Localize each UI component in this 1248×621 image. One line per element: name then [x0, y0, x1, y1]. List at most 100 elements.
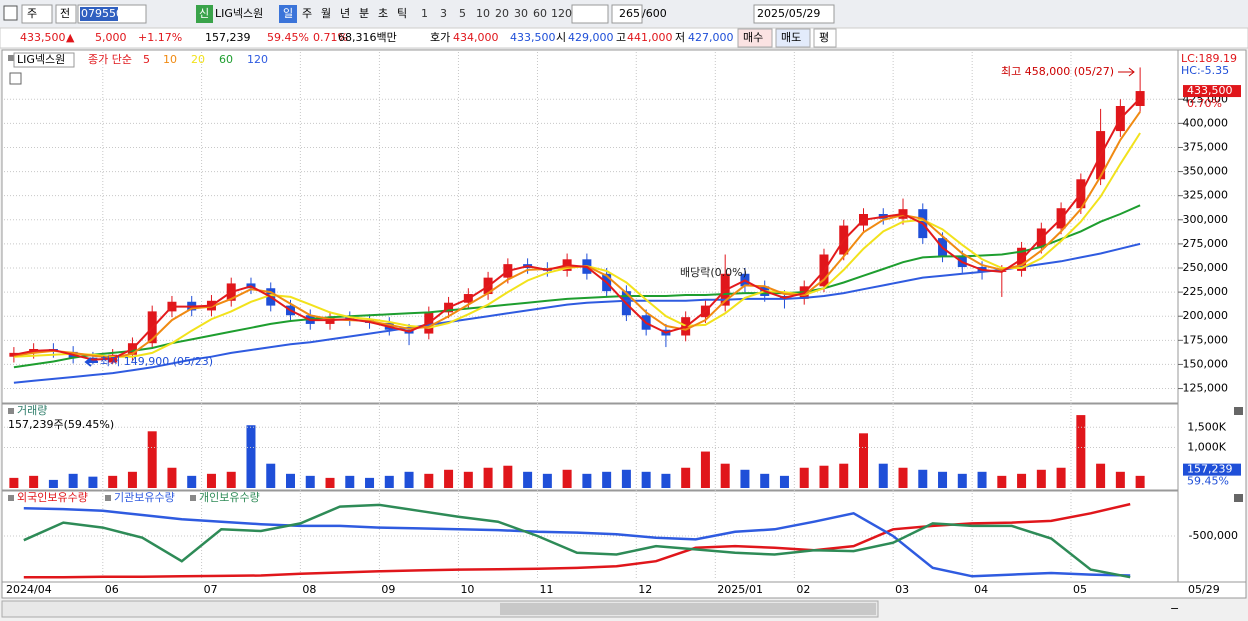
y-tick-label: 400,000 [1183, 116, 1229, 129]
quote-price: 433,500 [20, 31, 66, 44]
volume-bar [898, 467, 908, 488]
scroll-thumb[interactable] [500, 603, 876, 615]
volume-bar [661, 473, 671, 488]
volume-bar [819, 465, 829, 488]
legend-entry: 개인보유수량 [199, 491, 260, 504]
quote-turnover: 0.71% [313, 31, 348, 44]
high-arrow [1118, 67, 1135, 77]
volume-bar [127, 471, 137, 488]
period-button: 틱 [397, 7, 407, 20]
legend-entry: 60 [219, 53, 233, 66]
legend-label: 종가 단순 [88, 53, 132, 66]
interval-button: 5 [459, 7, 466, 20]
volume-bar [957, 473, 967, 488]
view-select[interactable] [55, 4, 77, 24]
x-axis [1, 581, 1247, 599]
x-tick-label: 08 [302, 583, 316, 596]
quote-volume: 157,239 [205, 31, 251, 44]
volume-subtitle: 157,239주(59.45%) [8, 418, 114, 431]
max-count: /600 [642, 7, 667, 20]
legend-square [190, 495, 196, 501]
lc-label: LC:189.19 [1181, 52, 1237, 65]
volume-bar [345, 475, 355, 488]
legend-entry: 20 [191, 53, 205, 66]
volume-bar [641, 471, 651, 488]
hc-label: HC:-5.35 [1181, 64, 1229, 77]
x-tick-label: 11 [539, 583, 553, 596]
volume-bar [483, 467, 493, 488]
legend-title-box [13, 52, 75, 68]
count-input[interactable] [611, 4, 643, 24]
quote-amount: 68,316백만 [338, 31, 397, 44]
x-tick-label: 03 [895, 583, 909, 596]
volume-bar [325, 477, 335, 488]
volume-bar [29, 475, 39, 488]
volume-bar [839, 463, 849, 488]
quote-high-label: 고 [616, 31, 626, 44]
volume-bar [384, 475, 394, 488]
y-tick-label: 300,000 [1183, 213, 1229, 226]
x-tick-label: 07 [204, 583, 218, 596]
buy-button[interactable] [737, 28, 773, 48]
interval-button: 60 [533, 7, 547, 20]
quote-arrow: ▲ [66, 31, 75, 44]
date-input[interactable] [753, 4, 835, 24]
volume-bar [108, 475, 118, 488]
holding-line [23, 503, 1131, 579]
y-tick-label: 175,000 [1183, 333, 1229, 346]
y-tick-label: 1,500K [1187, 420, 1226, 433]
quote-change-pct: +1.17% [138, 31, 182, 44]
right-axis [1177, 49, 1247, 583]
close-volume[interactable] [1234, 407, 1243, 415]
quote-bar [0, 27, 1248, 49]
close-investor[interactable] [1234, 494, 1243, 502]
y-tick-label: -500,000 [1189, 529, 1238, 542]
quote-sell: 매도 [781, 31, 801, 44]
interval-button: 30 [514, 7, 528, 20]
quote-buy: 매수 [743, 31, 763, 44]
x-tick-label: 04 [974, 583, 988, 596]
volume-bar [602, 471, 612, 488]
volume-bar [424, 473, 434, 488]
blank-select[interactable] [571, 4, 609, 24]
annotation-low: 최저 149,900 (05/23) [100, 355, 213, 368]
avg-button[interactable] [813, 28, 837, 48]
legend-square [8, 55, 14, 61]
table-icon[interactable] [9, 72, 22, 85]
legend-entry: 기관보유수량 [114, 491, 175, 504]
volume-bar [167, 467, 177, 488]
menu-icon[interactable] [3, 5, 18, 21]
quote-volume-ratio: 59.45% [267, 31, 309, 44]
volume-bar [562, 469, 572, 488]
volume-bar [720, 463, 730, 488]
y-tick-label: 250,000 [1183, 261, 1229, 274]
current-volume: 157,239 [1187, 463, 1233, 476]
date: 2025/05/29 [757, 7, 820, 20]
badge-bg [196, 5, 213, 23]
quote-high: 441,000 [627, 31, 673, 44]
market-select[interactable] [21, 4, 53, 24]
zoom-controls[interactable]: − [1170, 602, 1179, 615]
volume-bar [404, 471, 414, 488]
volume-bar [582, 473, 592, 488]
y-tick-label: 125,000 [1183, 382, 1229, 395]
quote-low-label: 저 [675, 31, 685, 44]
period-button: 주 [302, 7, 312, 20]
volume-bar [503, 465, 513, 488]
volume-bar [365, 477, 375, 488]
holding-line [23, 507, 1131, 578]
interval-button: 1 [421, 7, 428, 20]
volume-bar [286, 473, 295, 488]
x-tick-label: 2025/01 [717, 583, 763, 596]
view: 전 [60, 7, 70, 20]
volume-bar [799, 467, 809, 488]
volume-bar [700, 451, 710, 488]
quote-avg: 평 [819, 31, 829, 44]
ma-line [13, 97, 1141, 361]
annotation-high: 최고 458,000 (05/27) [1001, 65, 1114, 78]
legend-square [105, 495, 111, 501]
low-arrow [84, 357, 98, 367]
volume-bar [226, 471, 236, 488]
legend-entry: 120 [247, 53, 268, 66]
sell-button[interactable] [775, 28, 811, 48]
